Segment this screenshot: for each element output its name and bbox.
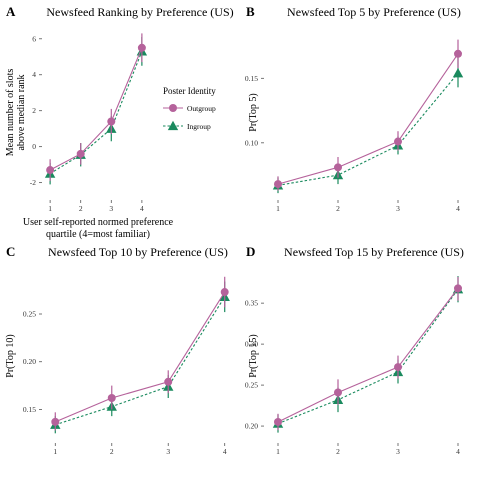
y-axis-title: Pr(Top 5)	[248, 93, 259, 131]
legend-circle-icon	[169, 104, 177, 112]
data-point-circle	[220, 288, 229, 297]
series-line	[55, 291, 226, 423]
y-tick-label: 4	[32, 70, 36, 79]
data-point-circle	[51, 417, 60, 426]
x-tick-label: 2	[336, 447, 340, 456]
panel-a: A Newsfeed Ranking by Preference (US) -2 0 2…	[5, 4, 234, 240]
data-point-circle	[46, 166, 55, 175]
y-axis-title: Pr(Top 10)	[5, 334, 16, 377]
y-axis-title: Mean number of slots	[5, 69, 16, 157]
series-outgroup	[274, 39, 462, 191]
y-tick-label: 0.10	[245, 138, 258, 147]
data-point-circle	[454, 49, 462, 58]
series-ingroup	[44, 36, 148, 185]
x-tick-label: 3	[166, 447, 170, 456]
data-point-circle	[274, 180, 282, 189]
panel-b: B Newsfeed Top 5 by Preference (US) 0.10 0.…	[245, 4, 464, 213]
data-point-circle	[394, 363, 402, 372]
y-tick-label: 2	[32, 106, 36, 115]
data-point-circle	[107, 117, 116, 126]
y-tick-label: 0.20	[245, 422, 258, 431]
series-outgroup	[274, 276, 462, 431]
x-tick-label: 1	[53, 447, 57, 456]
panel-title: Newsfeed Top 15 by Preference (US)	[284, 245, 464, 259]
series-line	[277, 288, 459, 425]
data-point-circle	[334, 388, 342, 397]
series-line	[277, 53, 459, 185]
data-point-circle	[164, 377, 173, 386]
series-line	[277, 72, 459, 186]
data-point-circle	[76, 149, 85, 158]
x-tick-label: 3	[109, 204, 113, 213]
data-point-circle	[274, 417, 282, 426]
series-line	[55, 296, 226, 426]
data-point-triangle	[452, 67, 464, 78]
x-tick-label: 1	[48, 204, 52, 213]
legend: Poster Identity Outgroup Ingroup	[163, 86, 216, 131]
series-outgroup	[51, 276, 229, 431]
panel-letter: B	[246, 4, 255, 19]
x-tick-label: 2	[110, 447, 114, 456]
series-line	[49, 51, 143, 175]
y-tick-label: 0.35	[245, 299, 258, 308]
x-tick-label: 4	[140, 204, 144, 213]
x-tick-label: 4	[456, 204, 460, 213]
series-outgroup	[46, 33, 146, 181]
y-tick-label: 0.15	[23, 405, 36, 414]
x-axis-title: quartile (4=most familiar)	[46, 229, 150, 240]
panel-d: D Newsfeed Top 15 by Preference (US) 0.20 0…	[245, 244, 464, 456]
y-tick-label: 0.25	[245, 381, 258, 390]
panel-title: Newsfeed Top 10 by Preference (US)	[48, 245, 228, 259]
series-line	[277, 288, 459, 423]
y-tick-label: 0.30	[245, 340, 258, 349]
data-point-circle	[454, 284, 462, 293]
x-axis-title: User self-reported normed preference	[23, 217, 174, 228]
panel-title: Newsfeed Top 5 by Preference (US)	[287, 5, 461, 19]
y-tick-label: -2	[30, 178, 36, 187]
x-tick-label: 1	[276, 204, 280, 213]
series-line	[49, 47, 143, 171]
data-point-circle	[137, 43, 146, 52]
data-point-circle	[107, 394, 116, 402]
x-tick-label: 4	[456, 447, 460, 456]
x-tick-label: 3	[396, 447, 400, 456]
x-tick-label: 1	[276, 447, 280, 456]
legend-label: Ingroup	[187, 122, 211, 131]
x-tick-label: 4	[223, 447, 227, 456]
series-ingroup	[272, 276, 464, 433]
y-tick-label: 0	[32, 142, 36, 151]
legend-label: Outgroup	[187, 104, 216, 113]
legend-title: Poster Identity	[163, 86, 216, 96]
data-point-circle	[394, 137, 402, 146]
legend-triangle-icon	[167, 120, 179, 131]
x-tick-label: 3	[396, 204, 400, 213]
panel-letter: D	[246, 244, 255, 259]
series-ingroup	[50, 281, 230, 434]
panel-title: Newsfeed Ranking by Preference (US)	[46, 5, 233, 19]
panel-c: C Newsfeed Top 10 by Preference (US) 0.15 0…	[5, 244, 230, 456]
y-tick-label: 0.25	[23, 310, 36, 319]
panel-letter: C	[6, 244, 15, 259]
data-point-circle	[334, 163, 342, 172]
panel-letter: A	[6, 4, 16, 19]
y-tick-label: 6	[32, 34, 36, 43]
y-axis-title: Pr(Top 15)	[248, 334, 259, 377]
y-tick-label: 0.20	[23, 357, 36, 366]
series-ingroup	[272, 57, 464, 194]
x-tick-label: 2	[79, 204, 83, 213]
x-tick-label: 2	[336, 204, 340, 213]
y-axis-title: above median rank	[16, 74, 27, 150]
y-tick-label: 0.15	[245, 74, 258, 83]
